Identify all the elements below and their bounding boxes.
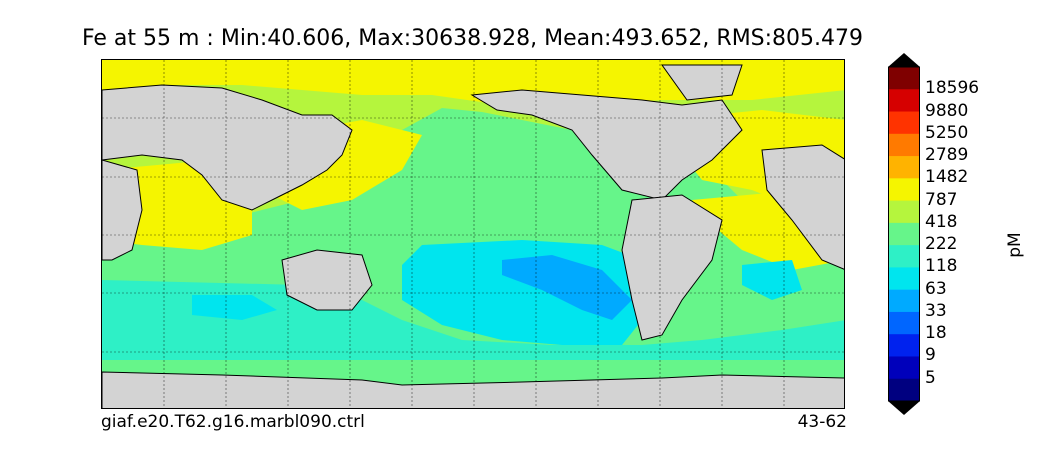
colorbar	[888, 53, 920, 415]
land-australia	[281, 249, 373, 311]
colorbar-tick-label: 33	[925, 300, 947, 321]
south-pacific-core	[502, 255, 632, 320]
depth-range: 43-62	[797, 412, 847, 432]
map-panel	[101, 59, 845, 409]
colorbar-segment	[888, 378, 920, 402]
colorbar-segment	[888, 289, 920, 313]
colorbar-segment	[888, 133, 920, 157]
colorbar-tick-label: 418	[925, 211, 958, 232]
colorbar-segment	[888, 222, 920, 246]
colorbar-unit: pM	[1005, 232, 1025, 258]
colorbar-tick-label: 787	[925, 189, 958, 210]
colorbar-tick-label: 9880	[925, 100, 969, 121]
colorbar-segment	[888, 111, 920, 135]
colorbar-tick-label: 5250	[925, 122, 969, 143]
colorbar-tick-label: 18596	[925, 78, 980, 99]
colorbar-segment	[888, 245, 920, 268]
colorbar-segment	[888, 334, 920, 357]
colorbar-segment	[888, 178, 920, 202]
colorbar-tick-label: 18	[925, 323, 947, 344]
colorbar-segment	[888, 67, 920, 90]
map-title: Fe at 55 m : Min:40.606, Max:30638.928, …	[81, 26, 864, 51]
land-antarctica	[102, 371, 844, 408]
land-africa-east	[761, 144, 844, 270]
atlantic-gyre-cyan	[742, 260, 802, 300]
southern-ocean-teal	[102, 280, 844, 360]
colorbar-tick-label: 1482	[925, 167, 969, 188]
colorbar-bottom-arrow	[888, 401, 920, 415]
arctic-yellow	[102, 60, 844, 105]
colorbar-tick-label: 5	[925, 367, 936, 388]
land-south-america	[621, 194, 723, 341]
colorbar-segment	[888, 267, 920, 291]
colorbar-tick-label: 2789	[925, 145, 969, 166]
colorbar-tick-label: 63	[925, 278, 947, 299]
colorbar-segment	[888, 356, 920, 380]
indian-gyre-cyan	[192, 295, 277, 320]
land-eurasia	[102, 84, 353, 211]
colorbar-segment	[888, 89, 920, 113]
run-name: giaf.e20.T62.g16.marbl090.ctrl	[101, 412, 365, 432]
land-north-america	[470, 89, 743, 201]
colorbar-segment	[888, 311, 920, 335]
colorbar-segment	[888, 156, 920, 179]
colorbar-tick-label: 9	[925, 345, 936, 366]
colorbar-top-arrow	[888, 53, 920, 67]
colorbar-segment	[888, 200, 920, 224]
colorbar-tick-label: 222	[925, 234, 958, 255]
colorbar-tick-label: 118	[925, 256, 958, 277]
map-canvas	[102, 60, 844, 408]
